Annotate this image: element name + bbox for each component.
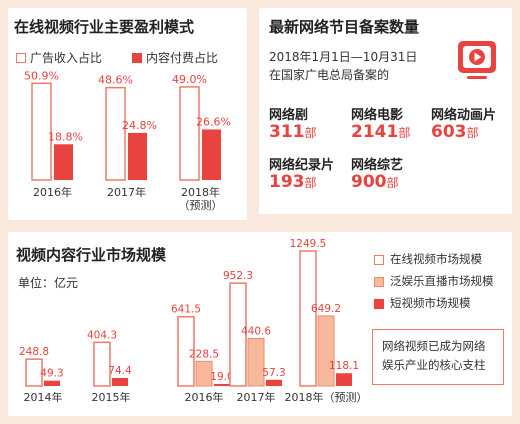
stat-value-web-movie: 2141部 xyxy=(351,122,411,142)
online-video-bar xyxy=(93,341,111,387)
market-size-title: 视频内容行业市场规模 xyxy=(16,246,167,264)
paid-share-value-label: 26.6% xyxy=(196,115,231,128)
stat-value-web-drama: 311部 xyxy=(269,122,317,142)
stat-label-web-drama: 网络剧 xyxy=(269,108,309,123)
stat-label-web-documentary: 网络纪录片 xyxy=(269,158,335,173)
legend-pan-label: 泛娱乐直播市场规模 xyxy=(390,274,494,288)
video-play-icon xyxy=(458,41,496,79)
legend-paid-label: 内容付费占比 xyxy=(146,51,219,65)
ad-share-bar xyxy=(105,86,126,181)
online-video-bar xyxy=(25,358,43,387)
market-size-chart: 248.8 49.3 2014年 404.3 74.4 2015年 641.5 228.5 19… xyxy=(19,238,368,404)
paid-share-value-label: 24.8% xyxy=(122,119,157,132)
year-tick-label: 2016年 xyxy=(185,390,224,404)
short-video-bar xyxy=(112,377,128,386)
unit-label: 单位：亿元 xyxy=(18,276,79,290)
year-tick-label: 2017年 xyxy=(107,185,146,199)
filing-subtitle-2: 在国家广电总局备案的 xyxy=(269,68,390,82)
pan-entertainment-bar xyxy=(195,360,213,387)
paid-share-bar xyxy=(128,132,147,180)
market-size-panel: 视频内容行业市场规模 单位：亿元 在线视频市场规模 泛娱乐直播市场规模 短视频市… xyxy=(8,232,512,416)
pan-entertainment-value-label: 440.6 xyxy=(241,325,271,337)
short-video-value-label: 49.3 xyxy=(40,368,63,380)
online-video-bar xyxy=(299,250,317,387)
pan-entertainment-bar xyxy=(317,315,335,387)
revenue-model-panel: 在线视频行业主要盈利模式 广告收入占比 内容付费占比 50.9% 18.8% 201… xyxy=(8,8,247,220)
year-tick-label: 2016年 xyxy=(33,185,72,199)
short-video-value-label: 118.1 xyxy=(329,360,359,372)
online-video-value-label: 641.5 xyxy=(171,304,201,316)
legend-ad-label: 广告收入占比 xyxy=(30,51,103,65)
short-video-value-label: 19.0 xyxy=(210,371,233,383)
short-video-bar xyxy=(214,383,230,386)
legend-short-swatch xyxy=(374,299,384,309)
year-tick-label: （预测） xyxy=(179,199,223,212)
ad-share-value-label: 48.6% xyxy=(98,74,133,87)
filing-subtitle-1: 2018年1月1日—10月31日 xyxy=(269,50,418,64)
short-video-value-label: 57.3 xyxy=(262,367,285,379)
pan-entertainment-bar xyxy=(247,337,265,387)
year-tick-label: 2017年 xyxy=(237,390,276,404)
online-video-value-label: 952.3 xyxy=(223,270,253,282)
online-video-bar xyxy=(229,282,247,387)
paid-share-bar xyxy=(54,144,73,180)
ad-share-value-label: 49.0% xyxy=(172,73,207,86)
year-tick-label: 2015年 xyxy=(92,390,131,404)
year-tick-label: 2014年 xyxy=(24,390,63,404)
stat-value-web-variety: 900部 xyxy=(351,172,399,192)
paid-share-value-label: 18.8% xyxy=(48,130,83,143)
stat-value-web-documentary: 193部 xyxy=(269,172,317,192)
legend-paid-swatch xyxy=(132,53,142,63)
filing-count-panel: 最新网络节目备案数量 2018年1月1日—10月31日 在国家广电总局备案的 网… xyxy=(259,8,512,214)
filing-count-title: 最新网络节目备案数量 xyxy=(269,18,420,36)
short-video-value-label: 74.4 xyxy=(108,365,132,377)
short-video-bar xyxy=(266,379,282,386)
legend-online-swatch xyxy=(374,255,384,265)
stat-label-web-animation: 网络动画片 xyxy=(431,108,497,123)
online-video-value-label: 1249.5 xyxy=(290,238,327,250)
stat-value-web-animation: 603部 xyxy=(431,122,479,142)
stat-label-web-variety: 网络综艺 xyxy=(351,158,404,173)
online-video-value-label: 404.3 xyxy=(87,329,117,341)
note-line-2: 娱乐产业的核心支柱 xyxy=(382,358,486,372)
year-tick-label: 2018年 xyxy=(181,185,220,199)
legend-ad-swatch xyxy=(16,53,26,63)
ad-share-value-label: 50.9% xyxy=(24,69,59,82)
short-video-bar xyxy=(336,373,352,386)
year-tick-label: 2018年（预测） xyxy=(285,390,368,404)
ad-share-bar xyxy=(179,86,200,181)
pan-entertainment-value-label: 228.5 xyxy=(189,348,219,360)
note-box: 网络视频已成为网络 娱乐产业的核心支柱 xyxy=(372,329,504,385)
paid-share-bar xyxy=(202,129,221,180)
stat-label-web-movie: 网络电影 xyxy=(351,108,404,123)
legend-pan-swatch xyxy=(374,277,384,287)
pan-entertainment-value-label: 649.2 xyxy=(311,303,341,315)
legend-online-label: 在线视频市场规模 xyxy=(390,252,482,266)
online-video-value-label: 248.8 xyxy=(19,346,49,358)
note-line-1: 网络视频已成为网络 xyxy=(382,339,486,353)
revenue-model-chart: 50.9% 18.8% 2016年 48.6% 24.8% 2017年 49.0% 26.6%… xyxy=(24,69,231,212)
short-video-bar xyxy=(44,380,60,386)
online-video-bar xyxy=(177,315,195,387)
ad-share-bar xyxy=(31,82,52,181)
revenue-model-title: 在线视频行业主要盈利模式 xyxy=(14,18,195,36)
legend-short-label: 短视频市场规模 xyxy=(390,296,471,310)
